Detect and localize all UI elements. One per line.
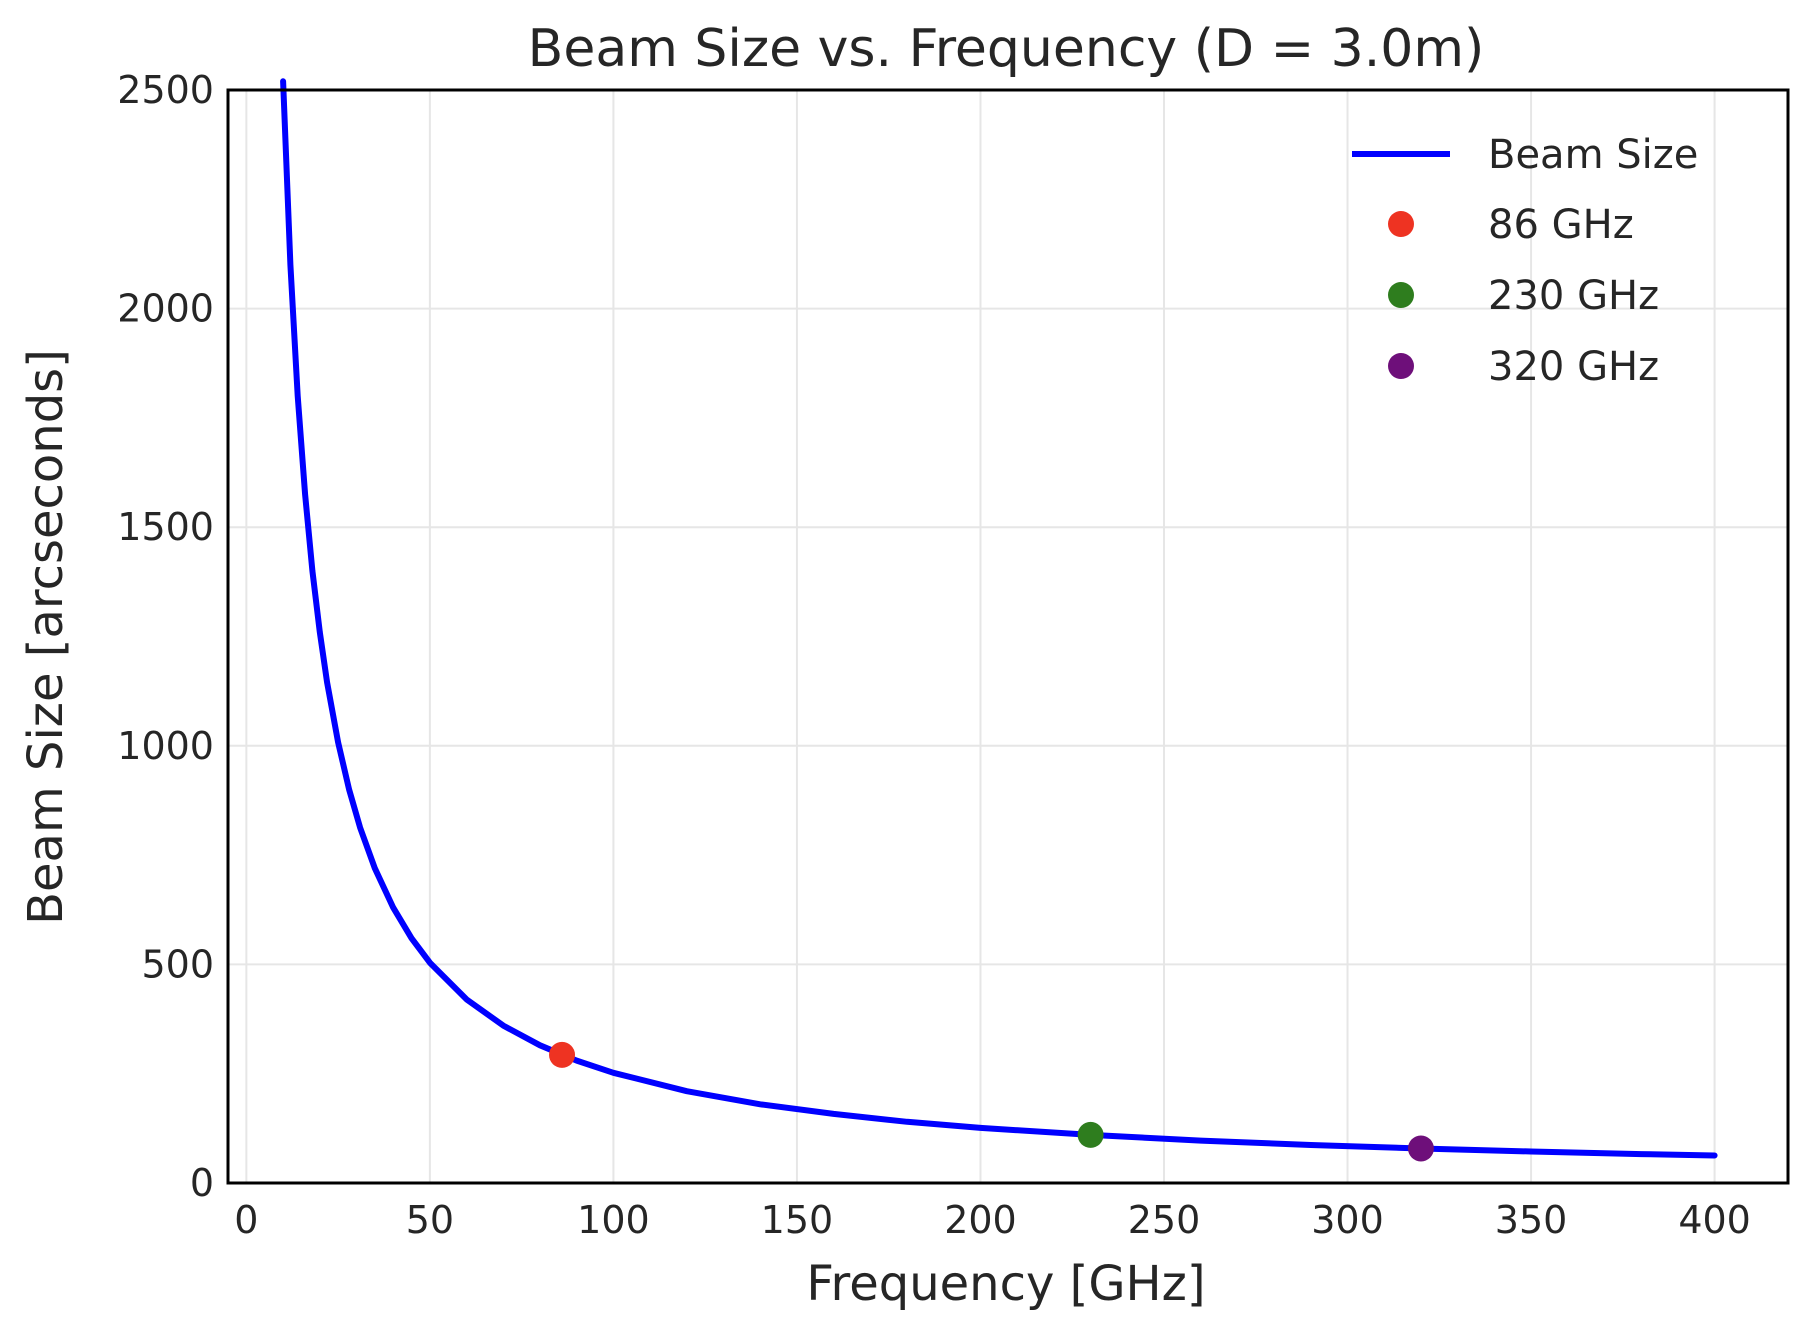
data-point-86-ghz [549,1041,576,1068]
legend-marker-230-ghz [1388,282,1414,308]
x-tick-label: 200 [944,1198,1017,1242]
legend-item-230-ghz: 230 GHz [1388,273,1659,319]
x-tick-label: 350 [1495,1198,1568,1242]
y-tick-label: 1000 [117,724,214,768]
x-tick-label: 150 [761,1198,834,1242]
y-axis-title: Beam Size [arcseconds] [18,349,74,925]
legend-item-320-ghz: 320 GHz [1388,344,1659,390]
x-tick-label: 0 [234,1198,258,1242]
legend-marker-320-ghz [1388,353,1414,379]
legend-item-86-ghz: 86 GHz [1388,202,1634,248]
x-tick-label: 300 [1311,1198,1384,1242]
legend-item-beam-size: Beam Size [1352,132,1698,178]
grid [228,89,1788,1184]
y-tick-label: 0 [190,1161,214,1205]
plot-series [280,78,1718,1162]
data-point-320-ghz [1407,1135,1434,1162]
legend: Beam Size 86 GHz 230 GHz 320 GHz [1352,132,1698,390]
x-axis-title: Frequency [GHz] [806,1256,1205,1312]
y-tick-label: 2500 [117,68,214,112]
x-tick-label: 400 [1678,1198,1751,1242]
chart-title: Beam Size vs. Frequency (D = 3.0m) [528,19,1485,79]
x-tick-label: 50 [406,1198,454,1242]
legend-marker-86-ghz [1388,211,1414,237]
y-tick-label: 2000 [117,287,214,331]
legend-label-320-ghz: 320 GHz [1488,344,1659,390]
axis-ticks: 0 50 100 150 200 250 300 350 400 0 500 1000 1500 2000… [117,68,1751,1242]
legend-label-beam-size: Beam Size [1488,132,1698,178]
legend-label-230-ghz: 230 GHz [1488,273,1659,319]
plot-frame [226,88,1790,1185]
x-tick-label: 250 [1128,1198,1201,1242]
y-tick-label: 1500 [117,505,214,549]
y-tick-label: 500 [141,942,214,986]
x-tick-label: 100 [577,1198,650,1242]
data-point-230-ghz [1077,1121,1104,1148]
beam-size-line [280,78,1718,1159]
legend-label-86-ghz: 86 GHz [1488,202,1634,248]
